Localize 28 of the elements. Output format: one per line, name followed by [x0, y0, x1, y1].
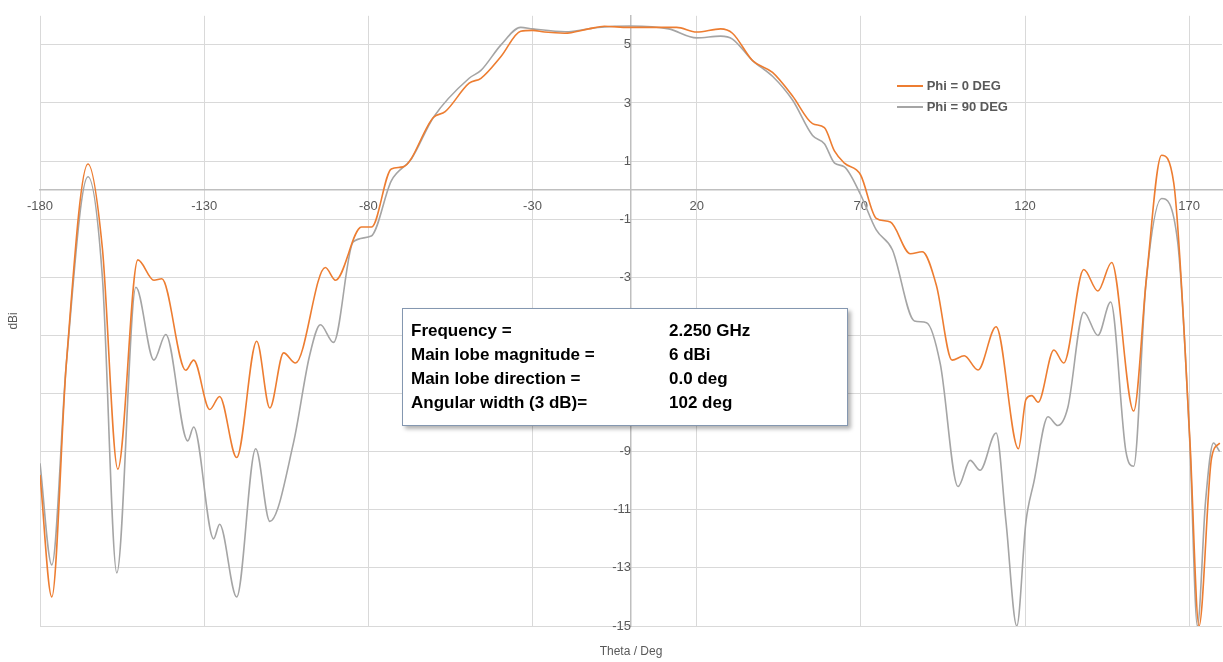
y-tick-label: -11: [613, 501, 631, 517]
x-tick-label: -30: [523, 197, 542, 213]
y-axis-title: dBi: [6, 312, 21, 330]
annotation: Main lobe direction =: [411, 369, 582, 389]
annotation: 102 deg: [669, 393, 734, 413]
legend-label: Phi = 0 DEG: [926, 78, 1001, 93]
x-tick-label: -130: [191, 197, 218, 213]
x-axis-title: Theta / Deg: [599, 644, 663, 659]
legend-label: Phi = 90 DEG: [926, 99, 1008, 114]
annotation: Frequency =: [411, 321, 513, 341]
annotation: 6 dBi: [669, 345, 712, 365]
y-tick-label: 1: [623, 152, 631, 168]
annotation: 2.250 GHz: [669, 321, 752, 341]
y-tick-label: -3: [619, 268, 631, 284]
x-tick-label: 20: [689, 197, 704, 213]
y-tick-label: -13: [612, 559, 631, 575]
annotation: 0.0 deg: [669, 369, 729, 389]
y-tick-label: 5: [623, 36, 631, 52]
annotation: Main lobe magnitude =: [411, 345, 596, 365]
x-tick-label: 170: [1178, 197, 1201, 213]
y-tick-label: 3: [623, 94, 631, 110]
x-tick-label: 120: [1014, 197, 1036, 213]
y-tick-label: -9: [619, 443, 631, 459]
y-tick-label: -15: [612, 617, 631, 633]
annotation: Angular width (3 dB)=: [411, 393, 589, 413]
y-tick-label: -1: [619, 210, 631, 226]
x-tick-label: -180: [26, 197, 54, 213]
x-tick-label: -80: [358, 197, 378, 213]
